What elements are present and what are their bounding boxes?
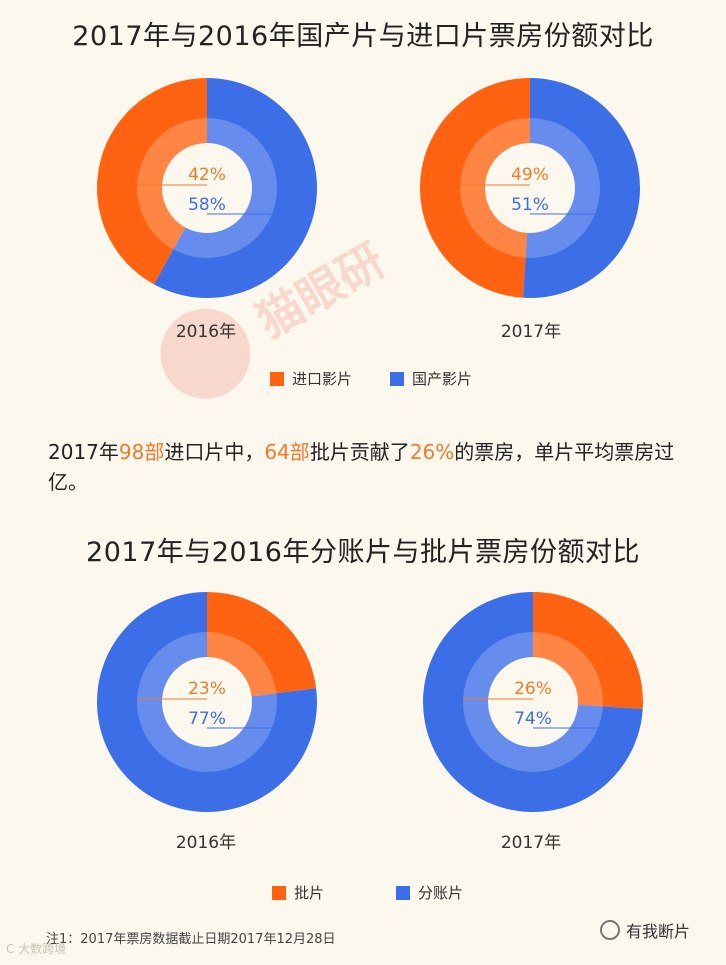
note-text: 进口片中， — [164, 440, 265, 464]
legend-item-split: 分账片 — [396, 882, 463, 903]
footnote: 注1：2017年票房数据截止日期2017年12月28日 — [46, 932, 336, 947]
data-label-分账片: 77% — [188, 709, 226, 729]
data-label-国产影片: 51% — [511, 195, 549, 215]
note-highlight: 98部 — [118, 440, 165, 464]
data-label-分账片: 74% — [514, 709, 552, 729]
legend-item-batch: 批片 — [272, 882, 324, 903]
legend-label: 国产影片 — [412, 370, 473, 388]
legend-swatch-blue — [390, 371, 404, 386]
chart-title-split-vs-batch: 2017年与2016年分账片与批片票房份额对比 — [86, 537, 640, 568]
pie-slice-国产影片 — [523, 78, 640, 298]
donut-hole — [488, 657, 578, 747]
legend-swatch-orange — [270, 371, 284, 386]
year-label-2016: 2016年 — [175, 322, 237, 342]
legend-swatch-orange — [272, 885, 286, 900]
legend-label: 批片 — [294, 884, 325, 902]
corner-watermark: C 大数跨境 — [6, 942, 67, 956]
donut-chart-2016-batch: 23% 77% — [96, 592, 318, 812]
pie-slice-进口影片 — [97, 77, 207, 285]
year-label-2017: 2017年 — [500, 833, 562, 853]
wechat-icon — [600, 920, 620, 940]
data-label-进口影片: 42% — [188, 165, 226, 185]
note-highlight: 26% — [409, 440, 455, 464]
year-label-2016: 2016年 — [175, 833, 237, 853]
legend-label: 分账片 — [418, 884, 464, 902]
donut-hole — [162, 657, 252, 747]
donut-chart-2017-batch: 26% 74% — [423, 592, 643, 812]
year-label-2017: 2017年 — [500, 322, 562, 342]
note-text: 的票房，单片平均票房过亿。 — [48, 440, 675, 494]
note-highlight: 64部 — [264, 440, 310, 464]
donut-chart-2016-imported: 42% 58% — [97, 77, 317, 298]
data-label-批片: 23% — [188, 679, 226, 699]
cat-logo-icon — [143, 292, 267, 416]
donut-hole — [162, 143, 252, 233]
note-text: 2017年 — [48, 440, 119, 464]
data-label-国产影片: 58% — [188, 195, 226, 215]
summary-paragraph: 2017年98部进口片中，64部批片贡献了26%的票房，单片平均票房过亿。 — [48, 437, 688, 497]
donut-hole — [485, 143, 575, 233]
data-label-进口影片: 49% — [511, 165, 549, 185]
data-label-批片: 26% — [514, 679, 552, 699]
legend-swatch-blue — [396, 885, 410, 900]
donut-chart-2017-imported: 49% 51% — [419, 78, 640, 298]
wechat-account-name: 有我断片 — [626, 922, 691, 941]
chart-title-domestic-vs-imported: 2017年与2016年国产片与进口片票房份额对比 — [72, 21, 654, 52]
legend-item-domestic: 国产影片 — [390, 368, 472, 389]
pie-slice-进口影片 — [419, 78, 530, 298]
legend-label: 进口影片 — [292, 370, 353, 388]
note-text: 批片贡献了 — [309, 440, 410, 464]
legend-item-imported: 进口影片 — [270, 368, 352, 389]
wechat-account: 有我断片 — [600, 918, 690, 942]
